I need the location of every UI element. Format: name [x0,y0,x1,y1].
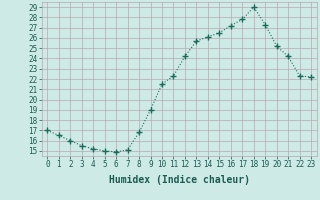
X-axis label: Humidex (Indice chaleur): Humidex (Indice chaleur) [109,175,250,185]
